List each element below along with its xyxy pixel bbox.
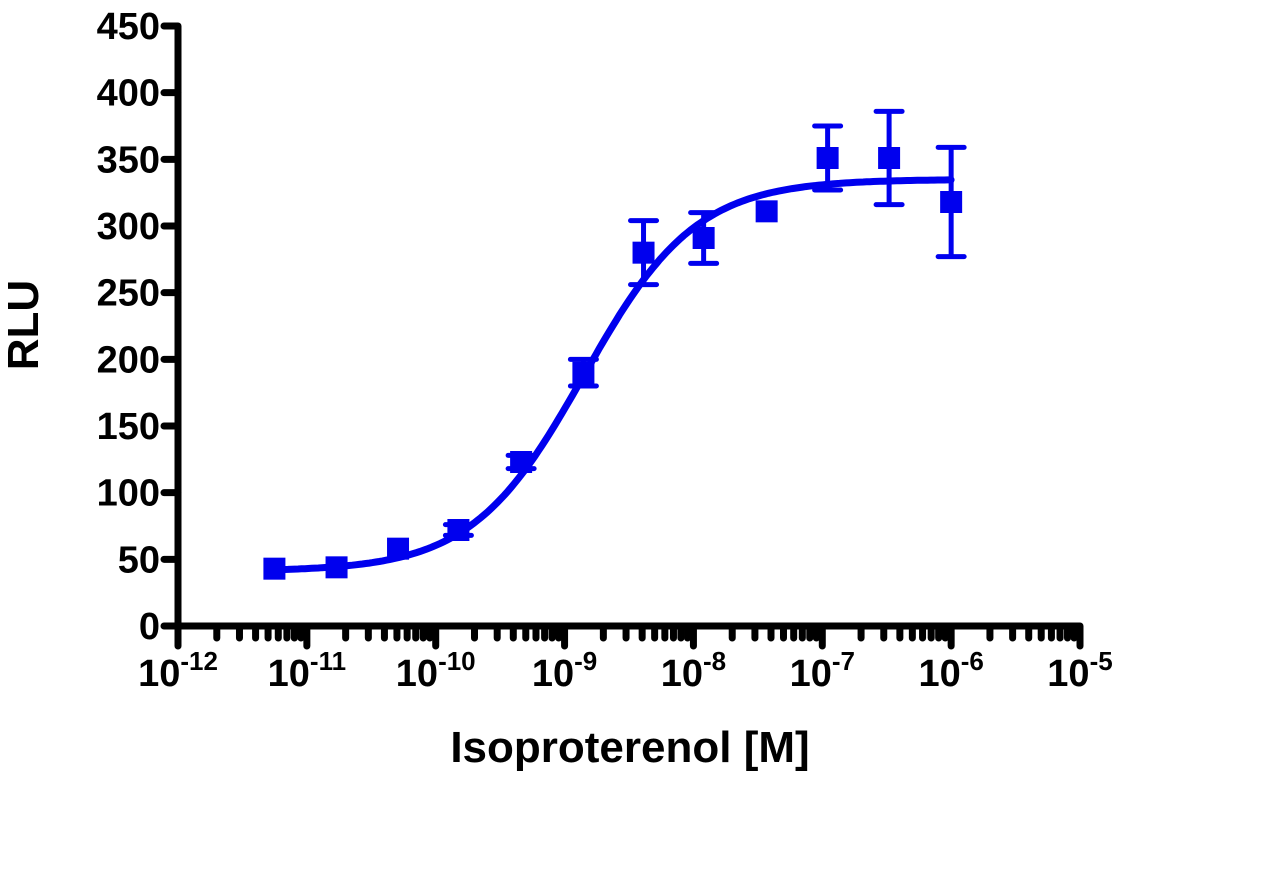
y-tick-label: 400	[97, 73, 160, 115]
square-marker	[692, 227, 715, 249]
x-tick-label: 10-10	[396, 646, 476, 695]
data-point	[628, 218, 660, 288]
x-tick-label: 10-6	[918, 646, 983, 695]
square-marker	[878, 147, 901, 169]
y-tick-label: 300	[97, 206, 160, 248]
data-point	[688, 210, 720, 266]
square-marker	[387, 537, 410, 560]
data-point	[755, 200, 778, 223]
x-tick-label: 10-7	[790, 646, 855, 695]
data-point	[442, 519, 474, 541]
y-tick-label: 50	[118, 539, 160, 581]
data-point	[812, 123, 844, 193]
x-tick-label: 10-8	[661, 646, 726, 695]
x-tick-labels: 10-12 10-11 10-10 10-9 10-8 10-7 10-6 10-5	[138, 646, 1113, 695]
y-tick-label: 250	[97, 273, 160, 315]
x-tick-label: 10-12	[138, 646, 218, 695]
y-tick-label: 0	[139, 606, 160, 648]
axes	[160, 22, 1084, 650]
y-tick-label: 100	[97, 473, 160, 515]
square-marker	[940, 191, 963, 213]
y-tick-label: 150	[97, 406, 160, 448]
x-tick-label: 10-11	[268, 646, 346, 695]
square-marker	[632, 241, 655, 264]
y-tick-label: 200	[97, 339, 160, 381]
data-points	[263, 108, 967, 580]
square-marker	[510, 451, 533, 473]
data-point	[505, 451, 537, 473]
data-point	[873, 108, 905, 208]
data-point	[325, 556, 348, 579]
x-tick-label: 10-9	[532, 646, 597, 695]
square-marker	[572, 361, 595, 384]
square-marker	[263, 557, 286, 580]
x-tick-label: 10-5	[1047, 646, 1112, 695]
y-tick-labels: 0 50 100 150 200 250 300 350 400 450	[97, 6, 160, 648]
y-axis-label: RLU	[0, 280, 48, 370]
square-marker	[816, 147, 839, 169]
x-axis-label: Isoproterenol [M]	[450, 723, 809, 772]
fit-curve	[270, 176, 955, 574]
data-point	[387, 537, 410, 560]
data-point	[567, 356, 599, 389]
y-tick-label: 350	[97, 139, 160, 181]
y-tick-label: 450	[97, 6, 160, 48]
square-marker	[447, 519, 470, 541]
data-point	[935, 144, 967, 260]
square-marker	[325, 556, 348, 579]
square-marker	[755, 200, 778, 223]
data-point	[263, 557, 286, 580]
